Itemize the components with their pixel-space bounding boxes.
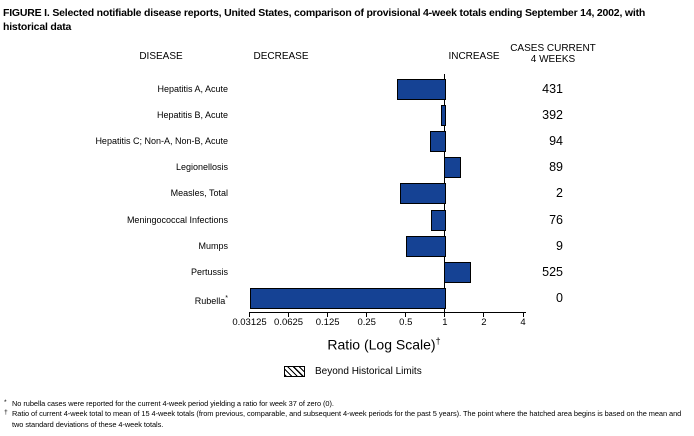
ratio-bar xyxy=(405,235,446,257)
x-axis-tick-label: 0.125 xyxy=(315,317,340,328)
cases-current-value: 431 xyxy=(542,82,563,96)
footnotes: * No rubella cases were reported for the … xyxy=(4,399,692,430)
ratio-bar xyxy=(430,131,446,153)
x-axis-tick xyxy=(288,312,290,317)
cases-current-value: 9 xyxy=(556,238,563,253)
column-header-cases-line2: 4 WEEKS xyxy=(530,53,576,65)
disease-label: Measles, Total xyxy=(170,188,228,199)
ratio-bar xyxy=(399,183,446,205)
figure-title: FIGURE I. Selected notifiable disease re… xyxy=(3,7,646,34)
disease-label: Pertussis xyxy=(190,266,228,277)
ratio-bar xyxy=(440,105,446,127)
legend-label: Beyond Historical Limits xyxy=(315,366,422,377)
footnote-text: No rubella cases were reported for the c… xyxy=(12,399,334,408)
x-axis-tick xyxy=(366,312,368,317)
footnote-marker: * xyxy=(4,399,7,406)
footnote: † Ratio of current 4-week total to mean o… xyxy=(4,409,692,430)
cases-current-value: 0 xyxy=(556,290,563,305)
x-axis-tick xyxy=(483,312,485,317)
cases-current-value: 76 xyxy=(549,212,563,227)
x-axis-tick-label: 0.5 xyxy=(399,317,413,328)
x-axis-tick-label: 0.25 xyxy=(357,317,376,328)
ratio-bar xyxy=(444,261,471,283)
cases-current-value: 392 xyxy=(542,108,563,123)
cases-current-value: 2 xyxy=(556,186,563,201)
x-axis-tick xyxy=(444,312,446,317)
ratio-bar xyxy=(249,287,446,309)
ratio-bar xyxy=(397,79,446,100)
column-header-cases-current-4-weeks: CASES CURRENT 4 WEEKS xyxy=(510,43,596,65)
footnote-text: Ratio of current 4-week total to mean of… xyxy=(12,409,682,429)
x-axis-tick-label: 2 xyxy=(481,317,487,328)
dagger-footnote-marker: † xyxy=(435,336,441,346)
column-header-cases-line1: CASES CURRENT xyxy=(510,43,596,54)
x-axis-tick-label: 4 xyxy=(520,317,526,328)
footnote: * No rubella cases were reported for the … xyxy=(4,399,692,409)
x-axis-tick xyxy=(249,312,250,317)
hatched-pattern-swatch xyxy=(284,366,305,377)
disease-label: Hepatitis A, Acute xyxy=(157,84,228,94)
disease-label: Hepatitis B, Acute xyxy=(156,110,228,121)
disease-label: Hepatitis C; Non-A, Non-B, Acute xyxy=(95,136,228,147)
x-axis-tick-label: 0.03125 xyxy=(232,317,267,328)
disease-label: Mumps xyxy=(198,240,228,251)
ratio-bar xyxy=(444,157,461,179)
column-header-decrease: DECREASE xyxy=(253,51,309,62)
cases-current-value: 94 xyxy=(549,134,563,149)
footnote-marker: † xyxy=(4,409,8,417)
disease-label: Rubella* xyxy=(194,294,228,306)
x-axis-tick xyxy=(405,312,407,317)
disease-label: Legionellosis xyxy=(175,162,228,173)
column-header-disease: DISEASE xyxy=(139,51,183,62)
x-axis-line xyxy=(249,312,526,313)
x-axis-tick-label: 1 xyxy=(442,317,448,328)
disease-label: Meningococcal Infections xyxy=(126,214,228,225)
x-axis-tick xyxy=(327,312,329,317)
x-axis-tick-label: 0.0625 xyxy=(274,317,304,328)
x-axis-tick xyxy=(522,312,524,317)
column-header-increase: INCREASE xyxy=(448,51,500,62)
cases-current-value: 89 xyxy=(549,160,563,175)
x-axis-title: Ratio (Log Scale)† xyxy=(327,336,440,353)
ratio-bar xyxy=(430,209,446,231)
x-axis-title-text: Ratio (Log Scale) xyxy=(327,336,436,353)
cases-current-value: 525 xyxy=(542,264,563,279)
